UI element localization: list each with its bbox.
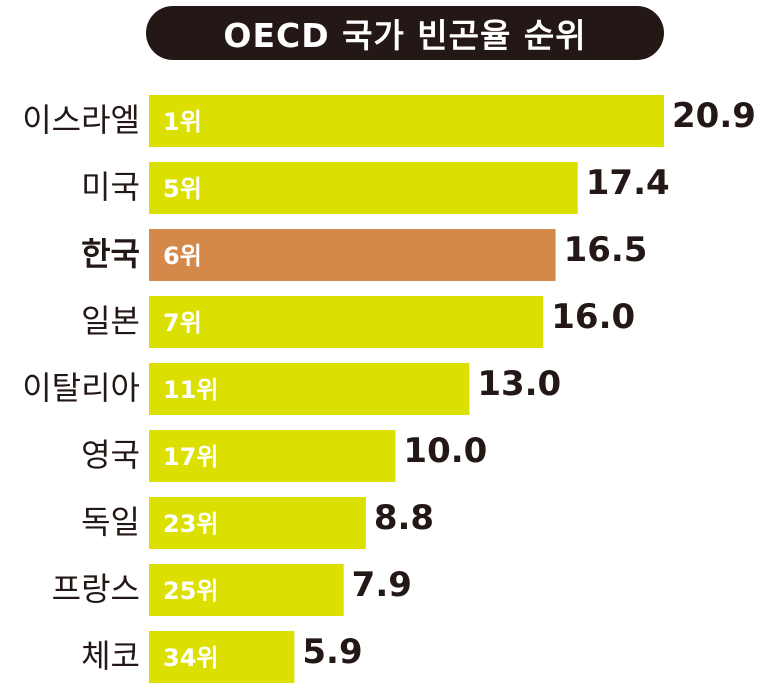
category-label-4: 이탈리아 [22, 369, 140, 407]
rank-label-5: 17위 [163, 443, 218, 471]
chart-title: OECD 국가 빈곤율 순위 [223, 16, 587, 55]
rank-label-4: 11위 [163, 376, 218, 404]
bar-5 [149, 430, 396, 482]
value-label-2: 16.5 [564, 230, 648, 270]
value-label-0: 20.9 [672, 96, 756, 136]
bar-1 [149, 162, 578, 214]
rank-label-2: 6위 [163, 242, 202, 270]
category-label-6: 독일 [81, 503, 140, 541]
rank-label-0: 1위 [163, 108, 202, 136]
category-label-0: 이스라엘 [22, 101, 140, 139]
category-label-1: 미국 [81, 168, 140, 206]
bar-2 [149, 229, 556, 281]
bar-4 [149, 363, 470, 415]
value-label-7: 7.9 [352, 565, 412, 605]
value-label-3: 16.0 [551, 297, 635, 337]
category-label-3: 일본 [81, 302, 140, 340]
rank-label-8: 34위 [163, 644, 218, 672]
value-label-5: 10.0 [403, 431, 487, 471]
rank-label-1: 5위 [163, 175, 202, 203]
chart-title-pill: OECD 국가 빈곤율 순위 [146, 6, 664, 60]
category-label-2: 한국 [81, 235, 140, 273]
rank-label-3: 7위 [163, 309, 202, 337]
bar-6 [149, 497, 366, 549]
category-label-8: 체코 [81, 637, 140, 675]
rank-label-7: 25위 [163, 577, 218, 605]
category-label-7: 프랑스 [52, 570, 140, 608]
bar-3 [149, 296, 544, 348]
rank-label-6: 23위 [163, 510, 218, 538]
value-label-6: 8.8 [374, 498, 434, 538]
category-label-5: 영국 [81, 436, 140, 474]
bar-7 [149, 564, 344, 616]
value-label-8: 5.9 [302, 632, 362, 672]
bar-8 [149, 631, 295, 683]
value-label-4: 13.0 [477, 364, 561, 404]
bar-0 [149, 95, 664, 147]
value-label-1: 17.4 [586, 163, 670, 203]
